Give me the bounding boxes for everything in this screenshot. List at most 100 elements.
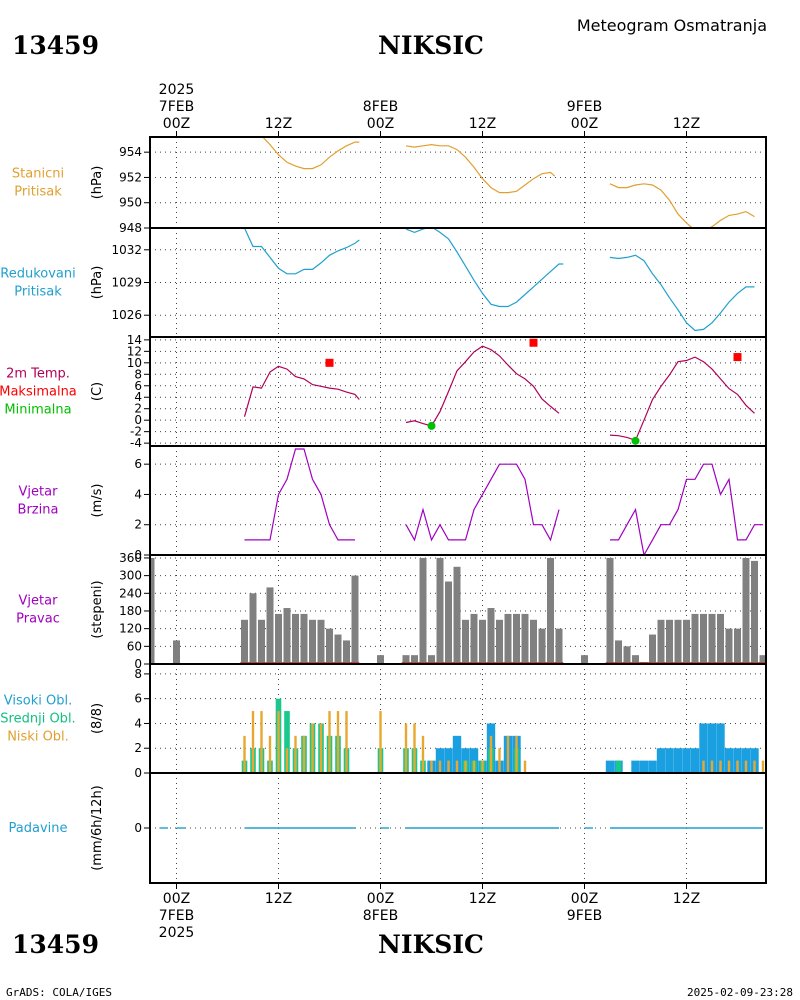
y-tick-label: 240 [119, 586, 142, 600]
y-tick-label: 360 [119, 551, 142, 565]
direction-bar [547, 557, 554, 664]
y-tick-label: 4 [134, 390, 142, 404]
unit-label: (hPa) [90, 266, 105, 300]
footer-credit: GrADS: COLA/IGES [6, 986, 112, 999]
footer-timestamp: 2025-02-09-23:28 [687, 986, 793, 999]
direction-bar [581, 655, 588, 664]
direction-bar [326, 628, 333, 664]
meteogram-subtitle: Meteogram Osmatranja [577, 16, 767, 35]
low-cloud-bar [345, 711, 348, 773]
meteogram-panels: 948950952954(hPa)StanicniPritisak1026102… [0, 136, 767, 884]
y-tick-label: 300 [119, 569, 142, 583]
plot-area [150, 228, 766, 337]
direction-bar [258, 619, 265, 664]
plot-area [150, 337, 766, 446]
station-name-bottom: NIKSIC [378, 930, 484, 959]
direction-bar [436, 557, 444, 664]
plot-area [150, 137, 766, 228]
direction-bar [674, 619, 682, 664]
direction-bar [657, 619, 665, 664]
panel-label: Stanicni [12, 167, 64, 182]
panel-precipitation: 0 (mm/6h/12h) Padavine [9, 772, 767, 884]
low-cloud-bar [251, 711, 255, 773]
top-time-label: 12Z [673, 116, 700, 132]
direction-bar [521, 613, 529, 664]
y-tick-label: 8 [134, 667, 142, 681]
y-tick-label: 120 [119, 622, 142, 636]
top-time-label: 7FEB [159, 99, 194, 115]
y-tick-label: 6 [134, 457, 142, 471]
direction-bar [496, 619, 503, 664]
bottom-time-label: 2025 [159, 925, 195, 941]
panel-label: Pritisak [14, 185, 62, 200]
low-cloud-bar [710, 760, 714, 773]
y-tick-label: 950 [119, 196, 142, 210]
direction-bar [445, 581, 452, 664]
direction-bar [530, 619, 537, 664]
y-tick-label: 180 [119, 604, 142, 618]
y-tick-label: 10 [127, 356, 142, 370]
panel-station_pressure: 948 950 952 954 (hPa) Stanicni Pritisak [12, 136, 767, 235]
direction-bar [283, 608, 291, 664]
y-tick-label: 0 [134, 548, 142, 562]
direction-bar [708, 613, 716, 664]
series-line [405, 228, 564, 308]
y-tick-label: 952 [119, 170, 142, 184]
high-cloud-bar [656, 748, 666, 773]
low-cloud-bar [736, 760, 739, 773]
series-line [243, 365, 360, 417]
y-tick-label: 2 [134, 741, 142, 755]
direction-bar [691, 613, 699, 664]
top-time-label: 2025 [159, 82, 195, 98]
top-time-label: 9FEB [567, 99, 602, 115]
direction-bar [555, 628, 563, 664]
bottom-time-label: 00Z [571, 891, 598, 907]
low-cloud-bar [268, 735, 272, 773]
high-cloud-bar [631, 760, 640, 773]
panel-label: Padavine [9, 821, 68, 836]
direction-bar [462, 619, 469, 664]
direction-bar [751, 560, 758, 664]
y-tick-label: 6 [134, 379, 142, 393]
panel-label: Vjetar [19, 485, 59, 500]
panel-frame [149, 227, 767, 338]
low-cloud-bar [260, 711, 263, 773]
top-time-label: 00Z [367, 116, 394, 132]
panel-label: Redukovani [0, 267, 75, 282]
station-id-top: 13459 [12, 31, 99, 60]
low-cloud-bar [523, 760, 527, 773]
y-tick-label: 0 [134, 657, 142, 671]
high-cloud-bar [673, 748, 683, 773]
panel-frame [149, 772, 767, 884]
direction-bar [275, 613, 282, 664]
direction-bar [700, 613, 707, 664]
direction-bar [351, 575, 359, 664]
direction-bar [419, 557, 427, 664]
y-tick-label: 0 [134, 413, 142, 427]
low-cloud-bar [243, 735, 246, 773]
y-tick-label: 0 [134, 766, 142, 780]
direction-bar [402, 655, 410, 664]
high-cloud-bar [690, 748, 700, 773]
direction-bar [300, 613, 308, 664]
low-cloud-bar [302, 735, 306, 773]
medium-cloud-bar [284, 711, 290, 773]
high-cloud-bar [605, 760, 615, 773]
station-id-bottom: 13459 [12, 930, 99, 959]
direction-bar [266, 587, 274, 664]
top-time-label: 12Z [265, 116, 292, 132]
panel-label: 2m Temp. [6, 367, 70, 382]
direction-bar [606, 557, 614, 664]
top-time-label: 00Z [571, 116, 598, 132]
top-time-label: 8FEB [363, 99, 398, 115]
direction-bar [742, 557, 750, 664]
top-time-label: 00Z [163, 116, 190, 132]
y-tick-label: 1029 [111, 276, 142, 290]
low-cloud-bar [464, 760, 467, 773]
y-tick-label: 1026 [111, 308, 142, 322]
panel-wind_direction: 0 60 120 180 240 300 360 (stepeni) Vjetar Pravac [16, 551, 767, 671]
high-cloud-bar [452, 735, 462, 773]
low-cloud-bar [413, 723, 416, 773]
bottom-time-label: 12Z [265, 891, 292, 907]
